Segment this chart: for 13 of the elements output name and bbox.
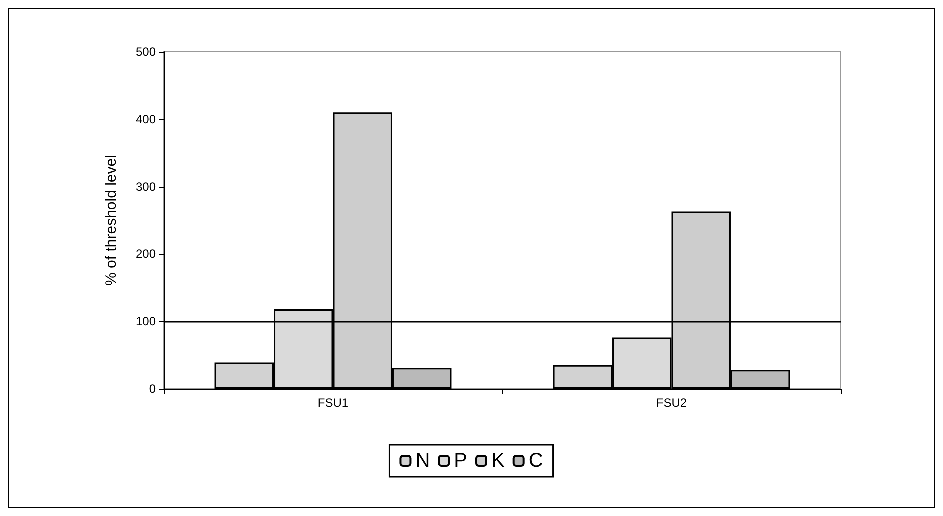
- y-tick-label: 300: [136, 180, 156, 194]
- y-tick-label: 400: [136, 112, 156, 126]
- legend-label: N: [416, 450, 430, 472]
- y-tick-label: 200: [136, 247, 156, 262]
- y-tick-label: 0: [149, 382, 156, 396]
- legend-label: K: [492, 450, 506, 472]
- legend-label: C: [528, 450, 544, 472]
- legend-label: P: [454, 450, 468, 472]
- y-tick-label: 500: [136, 45, 156, 59]
- y-tick-label: 100: [136, 314, 156, 329]
- x-tick-label: FSU1: [318, 396, 349, 410]
- x-tick-label: FSU2: [656, 396, 688, 410]
- y-axis-title: % of threshold level: [103, 155, 120, 286]
